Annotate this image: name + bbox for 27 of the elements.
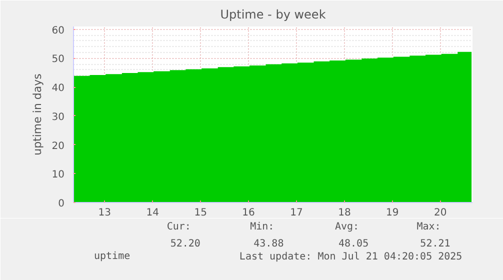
text: Min:	[250, 222, 274, 232]
x-tick-label: 15	[194, 208, 207, 218]
text: Cur:	[166, 222, 191, 232]
y-tick-label: 0	[58, 198, 65, 210]
text: Last update: Mon Jul 21 04:20:05 2025	[239, 252, 462, 262]
y-tick-label: 30	[52, 112, 65, 123]
text: uptime	[94, 251, 130, 262]
y-tick-label: 10	[52, 170, 65, 181]
chart-title: Uptime - by week	[220, 8, 326, 22]
text: 43.88	[254, 238, 284, 250]
x-tick-label: 13	[98, 208, 112, 218]
y-tick-label: 40	[52, 83, 65, 94]
x-tick-label: 14	[146, 208, 159, 218]
text: 52.20	[170, 238, 200, 250]
x-tick-label: 18	[338, 208, 351, 218]
text: Max:	[416, 222, 441, 232]
y-tick-label: 60	[52, 25, 65, 36]
text: Avg:	[334, 222, 360, 232]
x-tick-label: 17	[290, 208, 303, 218]
y-axis-title: uptime in days	[30, 73, 44, 156]
x-tick-label: 20	[434, 208, 447, 218]
text: 48.05	[338, 238, 369, 250]
text: 52.21	[420, 238, 450, 250]
x-tick-label: 16	[242, 208, 255, 218]
y-tick-label: 20	[52, 140, 65, 152]
y-tick-label: 50	[52, 54, 65, 66]
x-tick-label: 19	[386, 208, 399, 218]
